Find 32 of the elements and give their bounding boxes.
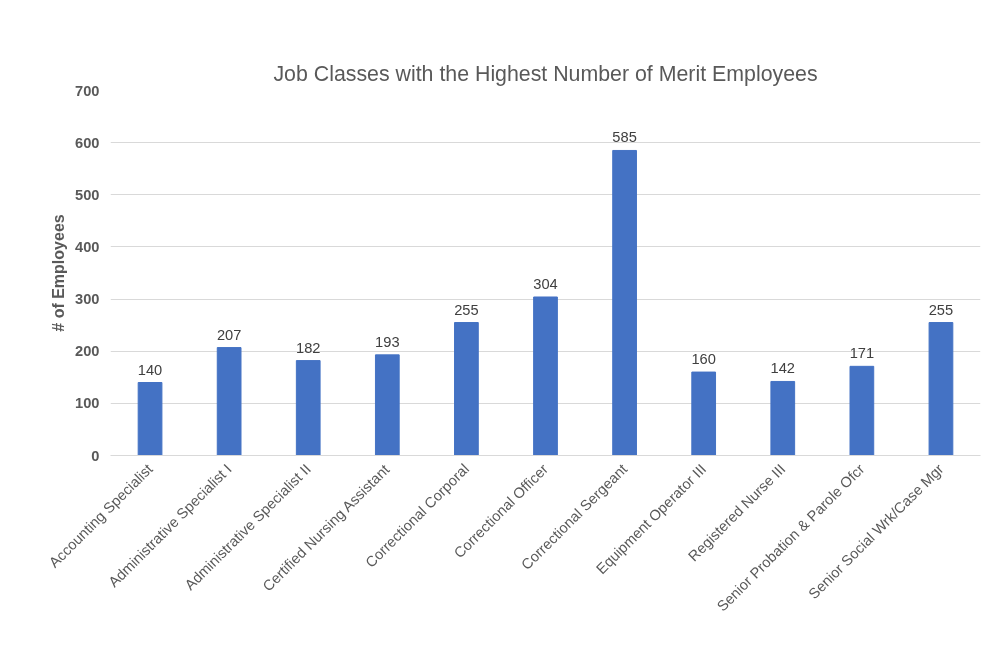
y-tick-label: 0 xyxy=(91,447,100,464)
bar xyxy=(770,380,796,456)
bar xyxy=(295,360,321,456)
data-label: 304 xyxy=(533,275,558,292)
data-label: 171 xyxy=(849,345,875,362)
y-tick-label: 100 xyxy=(75,395,100,412)
bar xyxy=(137,382,163,456)
data-label: 140 xyxy=(137,361,163,378)
bar xyxy=(612,149,637,456)
y-tick-label: 400 xyxy=(75,238,100,255)
data-label: 255 xyxy=(454,301,479,318)
y-axis-title: # of Employees xyxy=(50,214,68,332)
data-label: 182 xyxy=(296,339,321,356)
bar xyxy=(374,354,400,456)
data-label: 207 xyxy=(216,326,242,343)
chart-title: Job Classes with the Highest Number of Merit Employees xyxy=(273,61,818,86)
data-label: 193 xyxy=(375,333,400,350)
y-tick-label: 300 xyxy=(75,291,100,308)
data-label: 585 xyxy=(612,129,637,146)
bar xyxy=(533,296,558,456)
bar xyxy=(849,365,875,456)
bar xyxy=(691,371,717,456)
y-tick-label: 600 xyxy=(75,134,100,151)
bar xyxy=(454,322,479,456)
bar xyxy=(928,322,954,456)
bar xyxy=(216,347,242,456)
data-label: 142 xyxy=(770,360,796,377)
y-tick-label: 200 xyxy=(75,343,100,360)
data-label: 160 xyxy=(691,351,716,368)
y-tick-label: 500 xyxy=(75,186,100,203)
data-label: 255 xyxy=(928,301,954,318)
y-tick-label: 700 xyxy=(75,82,100,99)
